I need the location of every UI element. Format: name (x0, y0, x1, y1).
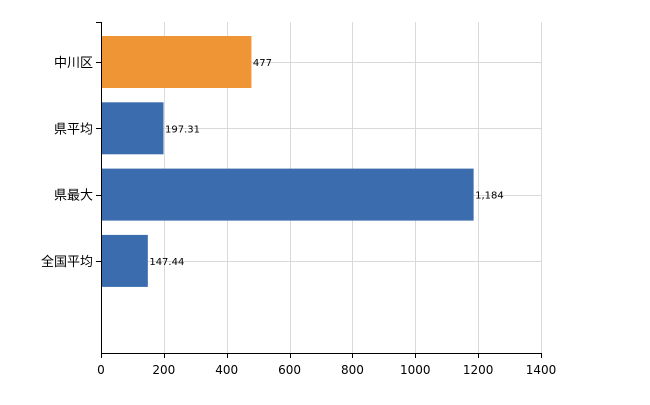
data-label: 1,184 (475, 191, 504, 202)
bar (101, 168, 474, 221)
x-tick-label: 200 (152, 363, 175, 377)
bar (101, 36, 252, 88)
x-tick-label: 1400 (526, 363, 557, 377)
axis-layer (96, 22, 542, 358)
x-tick-label: 1000 (400, 363, 431, 377)
data-label: 147.44 (149, 257, 184, 268)
x-tick-label: 1200 (463, 363, 494, 377)
bar (101, 102, 164, 155)
category-label: 中川区 (54, 56, 93, 71)
data-label: 477 (253, 58, 272, 69)
x-tick-label: 0 (97, 363, 105, 377)
bar-layer (101, 36, 474, 287)
x-tick-label: 400 (215, 363, 238, 377)
label-layer: 0 200 400 600 800 1000 1200 1400 中川区 477 県平均 197.31… (41, 56, 556, 377)
data-label: 197.31 (165, 124, 200, 135)
category-label: 全国平均 (41, 254, 93, 270)
x-tick-label: 800 (341, 363, 364, 377)
x-tick-label: 600 (278, 363, 301, 377)
category-label: 県最大 (54, 189, 93, 204)
bar (101, 234, 148, 287)
category-label: 県平均 (54, 122, 93, 137)
